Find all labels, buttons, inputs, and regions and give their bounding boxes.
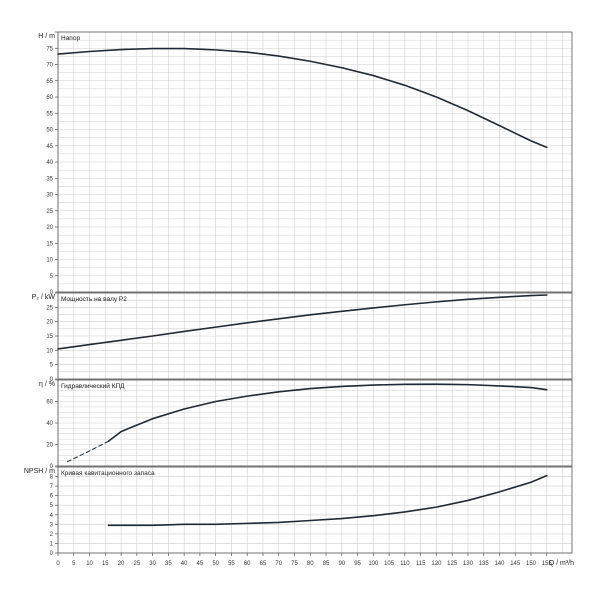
y-tick-label: 8 bbox=[50, 475, 54, 481]
curve-npsh bbox=[107, 474, 548, 527]
y-tick-label: 30 bbox=[46, 193, 53, 199]
y-tick-label: 25 bbox=[46, 209, 53, 215]
panel-frame bbox=[57, 379, 573, 467]
panel-frame bbox=[57, 31, 573, 293]
x-tick-label: 150 bbox=[526, 561, 537, 567]
y-tick-label: 10 bbox=[46, 258, 53, 264]
x-tick-label: 155 bbox=[542, 561, 553, 567]
x-axis: 0 5 10 15 20 25 30 35 40 45 50 55 60 65 70 75 80 85 90 95 10… bbox=[56, 553, 574, 567]
panel-power: 0 5 10 15 20 25 P₂ / kW Мощность на валу P2 bbox=[32, 292, 573, 383]
x-tick-label: 65 bbox=[260, 561, 267, 567]
y-tick-label: 70 bbox=[46, 63, 53, 69]
y-axis-label: NPSH / m bbox=[24, 468, 55, 475]
curve-efficiency-solid bbox=[107, 383, 548, 443]
x-tick-label: 130 bbox=[463, 561, 474, 567]
x-tick-label: 135 bbox=[479, 561, 490, 567]
y-axis-label: η / % bbox=[39, 381, 55, 388]
x-tick-label: 95 bbox=[354, 561, 361, 567]
y-tick-label: 50 bbox=[46, 128, 53, 134]
y-tick-label: 5 bbox=[50, 503, 54, 509]
x-tick-label: 140 bbox=[494, 561, 505, 567]
x-tick-label: 55 bbox=[228, 561, 235, 567]
y-tick-label: 40 bbox=[46, 160, 53, 166]
x-tick-label: 30 bbox=[149, 561, 156, 567]
y-tick-label: 0 bbox=[50, 377, 54, 383]
panel-title: Кривая кавитационного запаса bbox=[61, 470, 155, 477]
y-tick-label: 6 bbox=[50, 494, 54, 500]
x-tick-label: 15 bbox=[102, 561, 109, 567]
x-tick-label: 145 bbox=[510, 561, 521, 567]
y-tick-label: 1 bbox=[50, 541, 54, 547]
y-tick-label: 20 bbox=[46, 443, 53, 449]
panel-head: 0 5 10 15 20 25 30 35 40 45 50 55 60 65 70 75 H / m Напор bbox=[38, 31, 573, 296]
y-tick-label: 0 bbox=[50, 551, 54, 557]
y-tick-label: 5 bbox=[50, 274, 54, 280]
x-tick-label: 40 bbox=[181, 561, 188, 567]
panel-frame bbox=[57, 292, 573, 380]
y-tick-label: 75 bbox=[46, 46, 53, 52]
y-tick-label: 0 bbox=[50, 290, 54, 296]
curve-head bbox=[57, 47, 548, 149]
y-tick-label: 35 bbox=[46, 176, 53, 182]
y-tick-label: 65 bbox=[46, 79, 53, 85]
y-tick-label: 20 bbox=[46, 320, 53, 326]
y-tick-label: 15 bbox=[46, 334, 53, 340]
x-tick-label: 90 bbox=[338, 561, 345, 567]
y-tick-label: 60 bbox=[46, 400, 53, 406]
y-tick-label: 4 bbox=[50, 513, 54, 519]
x-tick-label: 60 bbox=[244, 561, 251, 567]
y-tick-label: 5 bbox=[50, 363, 54, 369]
x-tick-label: 100 bbox=[368, 561, 379, 567]
y-tick-label: 0 bbox=[50, 464, 54, 470]
x-tick-label: 85 bbox=[323, 561, 330, 567]
y-tick-label: 10 bbox=[46, 348, 53, 354]
y-tick-label: 45 bbox=[46, 144, 53, 150]
x-tick-label: 45 bbox=[197, 561, 204, 567]
x-tick-label: 25 bbox=[133, 561, 140, 567]
y-axis-label: H / m bbox=[38, 33, 55, 40]
x-tick-label: 125 bbox=[447, 561, 458, 567]
y-tick-label: 20 bbox=[46, 225, 53, 231]
y-axis-label: P₂ / kW bbox=[32, 294, 56, 301]
x-tick-label: 0 bbox=[56, 561, 60, 567]
y-tick-label: 3 bbox=[50, 522, 54, 528]
x-tick-label: 105 bbox=[384, 561, 395, 567]
x-axis-label: Q / m³/h bbox=[549, 560, 574, 567]
y-tick-label: 2 bbox=[50, 532, 54, 538]
panel-title: Гидравлический КПД bbox=[61, 382, 125, 390]
x-tick-label: 115 bbox=[416, 561, 426, 567]
curve-efficiency-dashed bbox=[66, 440, 109, 463]
x-tick-label: 110 bbox=[400, 561, 410, 567]
panel-frame bbox=[57, 466, 573, 554]
x-tick-label: 35 bbox=[165, 561, 172, 567]
panel-title: Мощность на валу P2 bbox=[61, 296, 127, 303]
x-tick-label: 50 bbox=[212, 561, 219, 567]
panel-efficiency: 0 20 40 60 η / % Гидравлический КПД bbox=[39, 379, 573, 470]
x-tick-label: 70 bbox=[275, 561, 282, 567]
y-tick-label: 40 bbox=[46, 421, 53, 427]
x-tick-label: 80 bbox=[307, 561, 314, 567]
x-tick-label: 5 bbox=[72, 561, 76, 567]
x-tick-label: 75 bbox=[291, 561, 298, 567]
curve-power bbox=[57, 294, 548, 350]
y-tick-label: 7 bbox=[50, 484, 54, 490]
x-tick-label: 10 bbox=[86, 561, 93, 567]
x-tick-label: 120 bbox=[431, 561, 442, 567]
y-tick-label: 25 bbox=[46, 305, 53, 311]
y-tick-label: 55 bbox=[46, 111, 53, 117]
x-tick-label: 20 bbox=[118, 561, 125, 567]
panel-title: Напор bbox=[61, 35, 80, 42]
y-tick-label: 15 bbox=[46, 241, 53, 247]
y-tick-label: 60 bbox=[46, 95, 53, 101]
